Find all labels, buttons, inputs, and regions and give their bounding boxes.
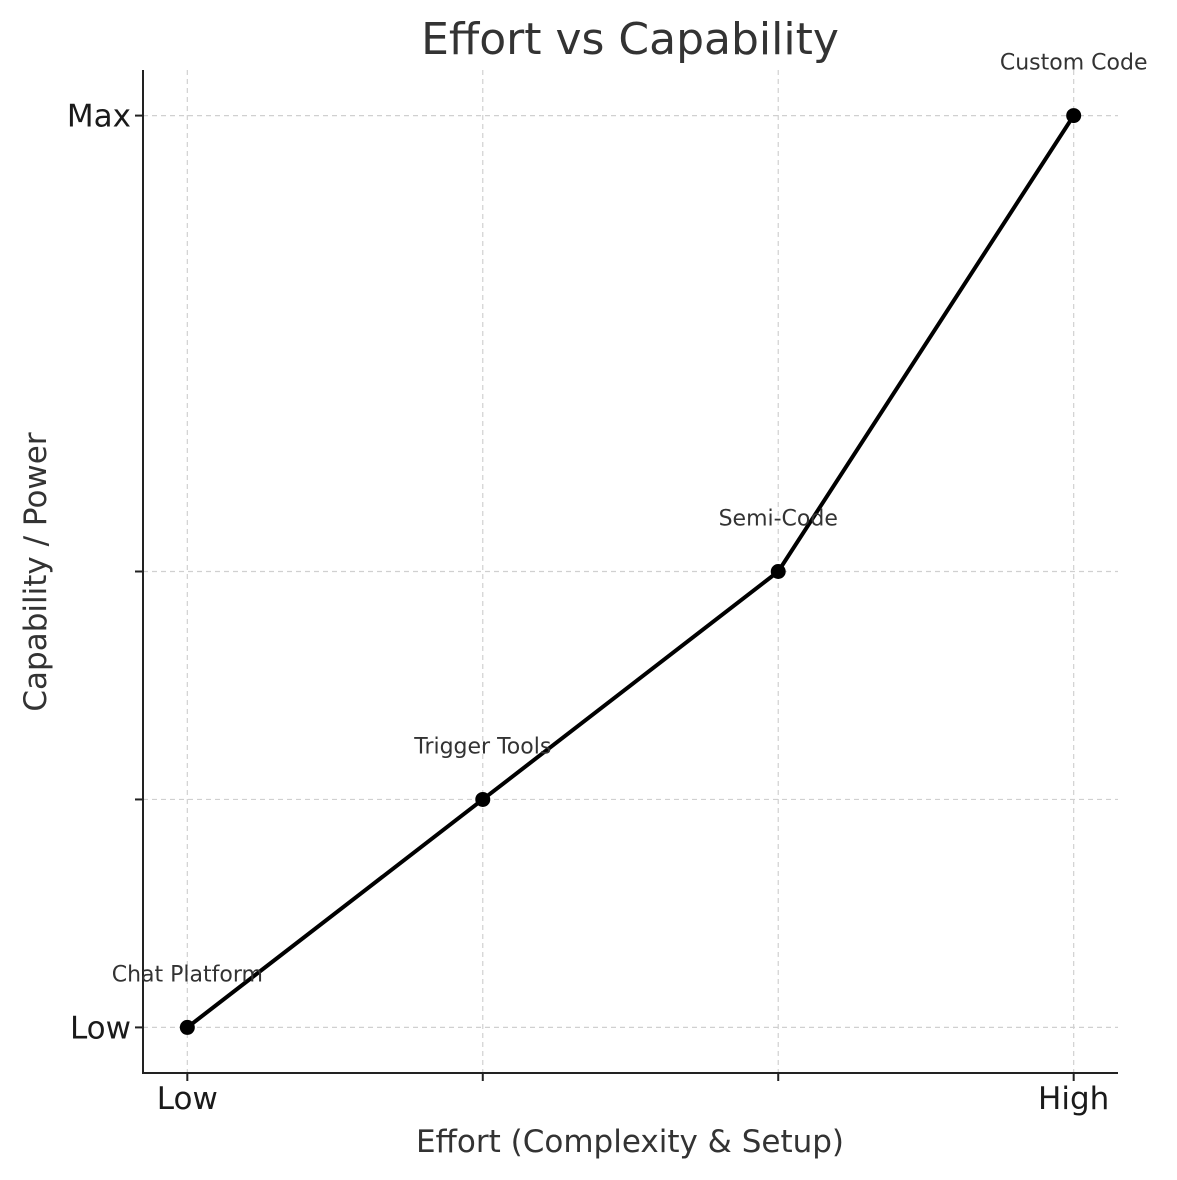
x-axis-label: Effort (Complexity & Setup)	[416, 1124, 844, 1160]
annotation-layer: Chat Platform Trigger Tools Semi-Code Custo…	[112, 51, 1148, 988]
data-point	[475, 791, 491, 807]
y-tick-label: Low	[70, 1010, 131, 1046]
y-axis-label: Capability / Power	[18, 432, 54, 711]
data-point	[179, 1019, 195, 1035]
point-annotation: Trigger Tools	[413, 734, 551, 759]
data-point	[1066, 108, 1082, 124]
axis-ticks: Low High Low Max	[67, 99, 1109, 1117]
chart-title: Effort vs Capability	[421, 14, 839, 65]
x-tick-label: Low	[157, 1081, 218, 1117]
series-layer	[179, 108, 1082, 1035]
series-line	[186, 114, 1076, 1029]
point-annotation: Custom Code	[1000, 51, 1148, 76]
x-tick-label: High	[1038, 1081, 1109, 1117]
point-annotation: Chat Platform	[112, 962, 263, 987]
point-annotation: Semi-Code	[719, 507, 838, 532]
y-tick-label: Max	[67, 99, 131, 135]
grid-lines	[143, 70, 1118, 1073]
data-point	[770, 564, 786, 579]
